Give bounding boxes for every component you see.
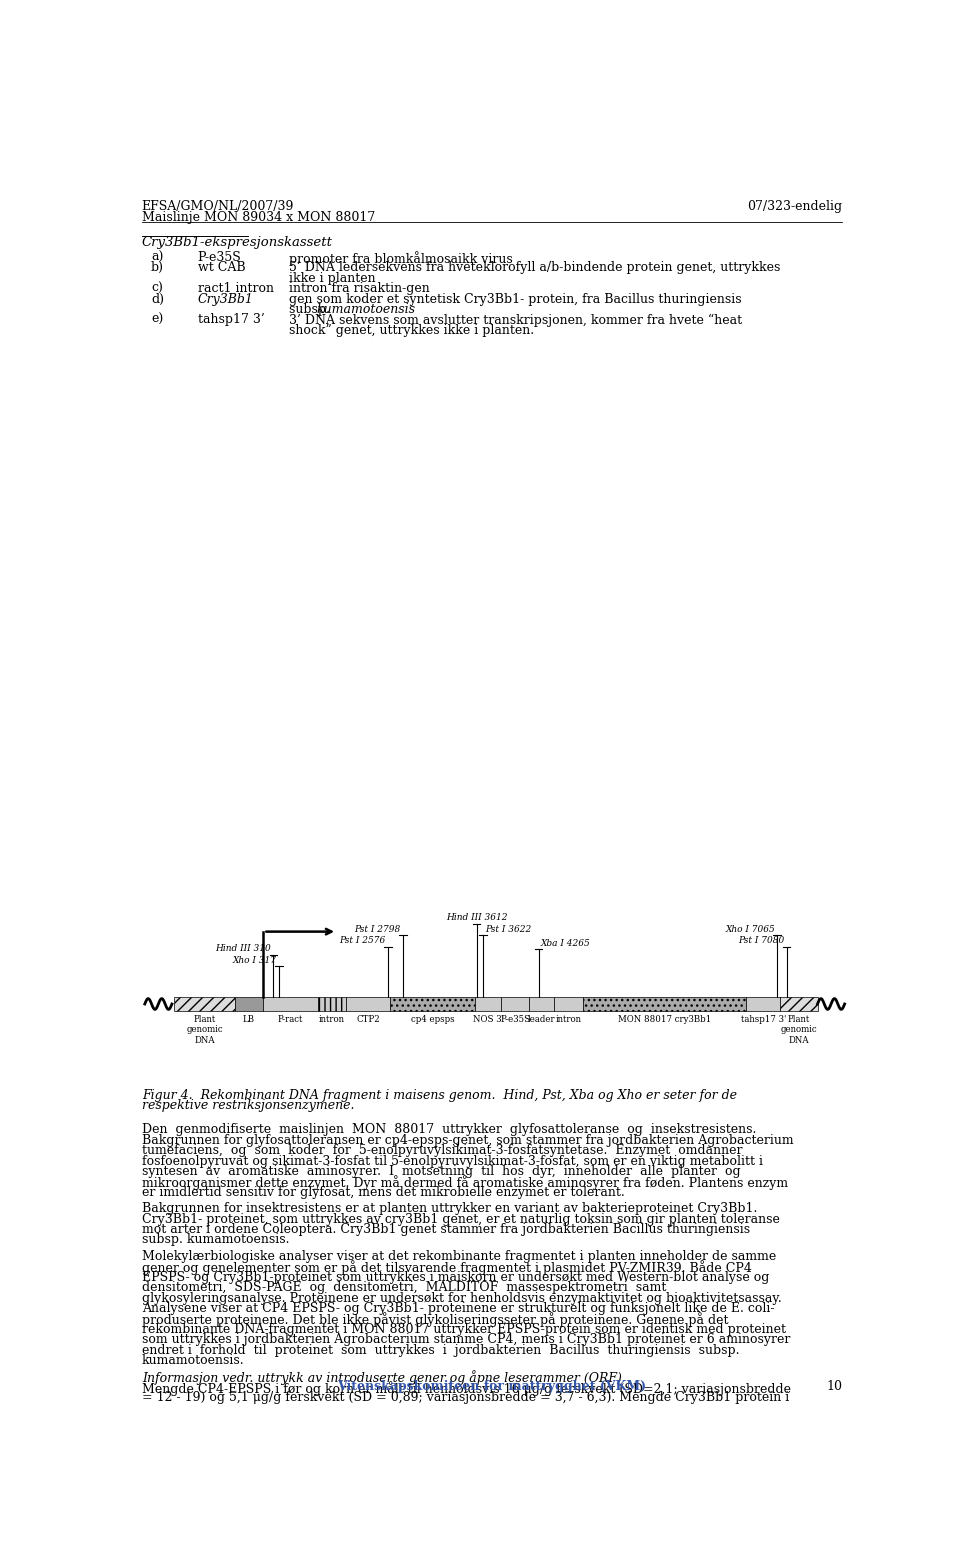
- Text: LB: LB: [243, 1014, 255, 1024]
- Text: Bakgrunnen for insektresistens er at planten uttrykker en variant av bakteriepro: Bakgrunnen for insektresistens er at pla…: [142, 1202, 757, 1216]
- Bar: [390, 997, 475, 1011]
- Bar: [780, 997, 818, 1011]
- Text: ikke i planten: ikke i planten: [289, 272, 375, 285]
- Text: tahsp17 3': tahsp17 3': [740, 1014, 786, 1024]
- Bar: [501, 997, 529, 1011]
- Text: Pst I 3622: Pst I 3622: [485, 925, 531, 934]
- Text: wt CAB: wt CAB: [198, 261, 245, 274]
- Text: Xho I 317: Xho I 317: [232, 956, 276, 964]
- Text: Vitenskapskomiteen for mattrygghet (VKM): Vitenskapskomiteen for mattrygghet (VKM): [337, 1380, 647, 1393]
- Text: P-e35S: P-e35S: [198, 250, 241, 264]
- Text: e): e): [151, 313, 163, 327]
- Bar: [263, 997, 318, 1011]
- Text: glykosyleringsanalyse. Proteinene er undersøkt for henholdsvis enzymaktivitet og: glykosyleringsanalyse. Proteinene er und…: [142, 1291, 781, 1305]
- Text: som uttrykkes i jordbakterien Agrobacterium stamme CP4, mens i Cry3Bb1 proteinet: som uttrykkes i jordbakterien Agrobacter…: [142, 1333, 790, 1346]
- Bar: [318, 997, 347, 1011]
- Text: CTP2: CTP2: [356, 1014, 380, 1024]
- Text: = 12 - 19) og 5,1 μg/g ferskvekt (SD = 0,89; variasjonsbredde = 3,7 - 6,3). Meng: = 12 - 19) og 5,1 μg/g ferskvekt (SD = 0…: [142, 1391, 789, 1404]
- Text: Pst I 2798: Pst I 2798: [354, 925, 400, 934]
- Bar: [347, 997, 390, 1011]
- Text: Pst I 2576: Pst I 2576: [340, 936, 386, 945]
- Bar: [529, 997, 554, 1011]
- Text: tahsp17 3’: tahsp17 3’: [198, 313, 264, 327]
- Text: Plant
genomic
DNA: Plant genomic DNA: [186, 1014, 223, 1044]
- Text: P-e35S: P-e35S: [500, 1014, 530, 1024]
- Text: 10: 10: [827, 1380, 842, 1393]
- Text: Mengde CP4-EPSPS i før og korn er målt til henholdsvis 16 μg/g ferskvekt (SD=2,1: Mengde CP4-EPSPS i før og korn er målt t…: [142, 1380, 791, 1396]
- Text: rekombinante DNA-fragmentet i MON 88017 uttrykker EPSPS-protein som er identisk : rekombinante DNA-fragmentet i MON 88017 …: [142, 1322, 785, 1337]
- Text: Figur 4.  Rekombinant DNA fragment i maisens genom.  Hind, Pst, Xba og Xho er se: Figur 4. Rekombinant DNA fragment i mais…: [142, 1089, 736, 1102]
- Text: shock” genet, uttrykkes ikke i planten.: shock” genet, uttrykkes ikke i planten.: [289, 324, 534, 336]
- Text: Pst I 7080: Pst I 7080: [738, 936, 784, 945]
- Text: EPSPS- og Cry3Bb1-proteinet som uttrykkes i maiskorn er undersøkt med Western-bl: EPSPS- og Cry3Bb1-proteinet som uttrykke…: [142, 1271, 769, 1283]
- Text: intron: intron: [319, 1014, 345, 1024]
- Text: subsp. kumamotoensis.: subsp. kumamotoensis.: [142, 1233, 289, 1246]
- Text: Informasjon vedr. uttrykk av introduserte gener og åpne leserammer (ORF): Informasjon vedr. uttrykk av introdusert…: [142, 1371, 621, 1385]
- Text: Hind III 310: Hind III 310: [215, 944, 271, 953]
- Text: produserte proteinene. Det ble ikke påvist glykoliseringsseter på proteinene. Ge: produserte proteinene. Det ble ikke påvi…: [142, 1313, 729, 1327]
- Text: leader: leader: [528, 1014, 556, 1024]
- Text: Plant
genomic
DNA: Plant genomic DNA: [780, 1014, 817, 1044]
- Text: Molekylærbiologiske analyser viser at det rekombinante fragmentet i planten inne: Molekylærbiologiske analyser viser at de…: [142, 1250, 776, 1263]
- Text: Xba I 4265: Xba I 4265: [540, 939, 590, 948]
- Text: densitometri,  SDS-PAGE  og  densitometri,  MALDITOF  massespektrometri  samt: densitometri, SDS-PAGE og densitometri, …: [142, 1282, 666, 1294]
- Text: respektive restriksjonsenzymene.: respektive restriksjonsenzymene.: [142, 1099, 354, 1113]
- Text: 3’ DNA sekvens som avslutter transkripsjonen, kommer fra hvete “heat: 3’ DNA sekvens som avslutter transkripsj…: [289, 313, 742, 327]
- Text: Cry3Bb1: Cry3Bb1: [198, 293, 253, 305]
- Text: Maislinje MON 89034 x MON 88017: Maislinje MON 89034 x MON 88017: [142, 211, 375, 224]
- Text: NOS 3': NOS 3': [472, 1014, 504, 1024]
- Text: kumamotoensis: kumamotoensis: [316, 304, 415, 316]
- Text: MON 88017 cry3Bb1: MON 88017 cry3Bb1: [618, 1014, 711, 1024]
- Text: Cry3Bb1- proteinet, som uttrykkes av cry3Bb1 genet, er et naturlig toksin som gi: Cry3Bb1- proteinet, som uttrykkes av cry…: [142, 1213, 780, 1225]
- Text: endret i  forhold  til  proteinet  som  uttrykkes  i  jordbakterien  Bacillus  t: endret i forhold til proteinet som uttry…: [142, 1344, 739, 1357]
- Text: Xho I 7065: Xho I 7065: [725, 925, 775, 934]
- Text: subsp.: subsp.: [289, 304, 334, 316]
- Text: mot arter i ordene Coleoptera. Cry3Bb1 genet stammer fra jordbakterien Bacillus : mot arter i ordene Coleoptera. Cry3Bb1 g…: [142, 1224, 750, 1236]
- Bar: [554, 997, 583, 1011]
- Text: 5’ DNA ledersekvens fra hveteklorofyll a/b-bindende protein genet, uttrykkes: 5’ DNA ledersekvens fra hveteklorofyll a…: [289, 261, 780, 274]
- Text: d): d): [151, 293, 164, 305]
- Bar: [475, 997, 501, 1011]
- Text: Cry3Bb1-ekspresjonskassett: Cry3Bb1-ekspresjonskassett: [142, 236, 333, 249]
- Text: Bakgrunnen for glyfosattoleransen er cp4-epsps-genet, som stammer fra jordbakter: Bakgrunnen for glyfosattoleransen er cp4…: [142, 1133, 793, 1147]
- Bar: [234, 997, 263, 1011]
- Text: gener og genelementer som er på det tilsvarende fragmentet i plasmidet PV-ZMIR39: gener og genelementer som er på det tils…: [142, 1260, 752, 1275]
- Text: Den  genmodifiserte  maislinjen  MON  88017  uttrykker  glyfosattoleranse  og  i: Den genmodifiserte maislinjen MON 88017 …: [142, 1124, 756, 1136]
- Text: P-ract: P-ract: [277, 1014, 303, 1024]
- Text: tumefaciens,  og  som  koder  for  5-enolpyruvylsikimat-3-fosfatsyntetase.  Enzy: tumefaciens, og som koder for 5-enolpyru…: [142, 1144, 742, 1157]
- Text: ract1 intron: ract1 intron: [198, 282, 274, 296]
- Text: kumamotoensis.: kumamotoensis.: [142, 1354, 245, 1366]
- Text: intron fra risaktin-gen: intron fra risaktin-gen: [289, 282, 430, 296]
- Bar: [175, 997, 234, 1011]
- Bar: [583, 997, 746, 1011]
- Text: mikroorganismer dette enzymet. Dyr må dermed få aromatiske aminosyrer fra føden.: mikroorganismer dette enzymet. Dyr må de…: [142, 1175, 788, 1191]
- Text: gen som koder et syntetisk Cry3Bb1- protein, fra Bacillus thuringiensis: gen som koder et syntetisk Cry3Bb1- prot…: [289, 293, 741, 305]
- Text: syntesen  av  aromatiske  aminosyrer.  I  motsetning  til  hos  dyr,  inneholder: syntesen av aromatiske aminosyrer. I mot…: [142, 1164, 740, 1178]
- Bar: [746, 997, 780, 1011]
- Text: cp4 epsps: cp4 epsps: [411, 1014, 454, 1024]
- Text: EFSA/GMO/NL/2007/39: EFSA/GMO/NL/2007/39: [142, 200, 294, 213]
- Text: 07/323-endelig: 07/323-endelig: [747, 200, 842, 213]
- Text: fosfoenolpyruvat og sikimat-3-fosfat til 5-enolpyruvylsikimat-3-fosfat, som er e: fosfoenolpyruvat og sikimat-3-fosfat til…: [142, 1155, 762, 1167]
- Text: intron: intron: [555, 1014, 582, 1024]
- Text: er imidlertid sensitiv for glyfosat, mens det mikrobielle enzymet er tolerant.: er imidlertid sensitiv for glyfosat, men…: [142, 1186, 624, 1199]
- Text: Analysene viser at CP4 EPSPS- og Cry3Bb1- proteinene er strukturelt og funksjone: Analysene viser at CP4 EPSPS- og Cry3Bb1…: [142, 1302, 774, 1315]
- Text: promoter fra blomkålmosaikk virus: promoter fra blomkålmosaikk virus: [289, 250, 513, 266]
- Text: a): a): [151, 250, 163, 264]
- Text: b): b): [151, 261, 164, 274]
- Text: Hind III 3612: Hind III 3612: [445, 914, 507, 922]
- Text: c): c): [151, 282, 163, 296]
